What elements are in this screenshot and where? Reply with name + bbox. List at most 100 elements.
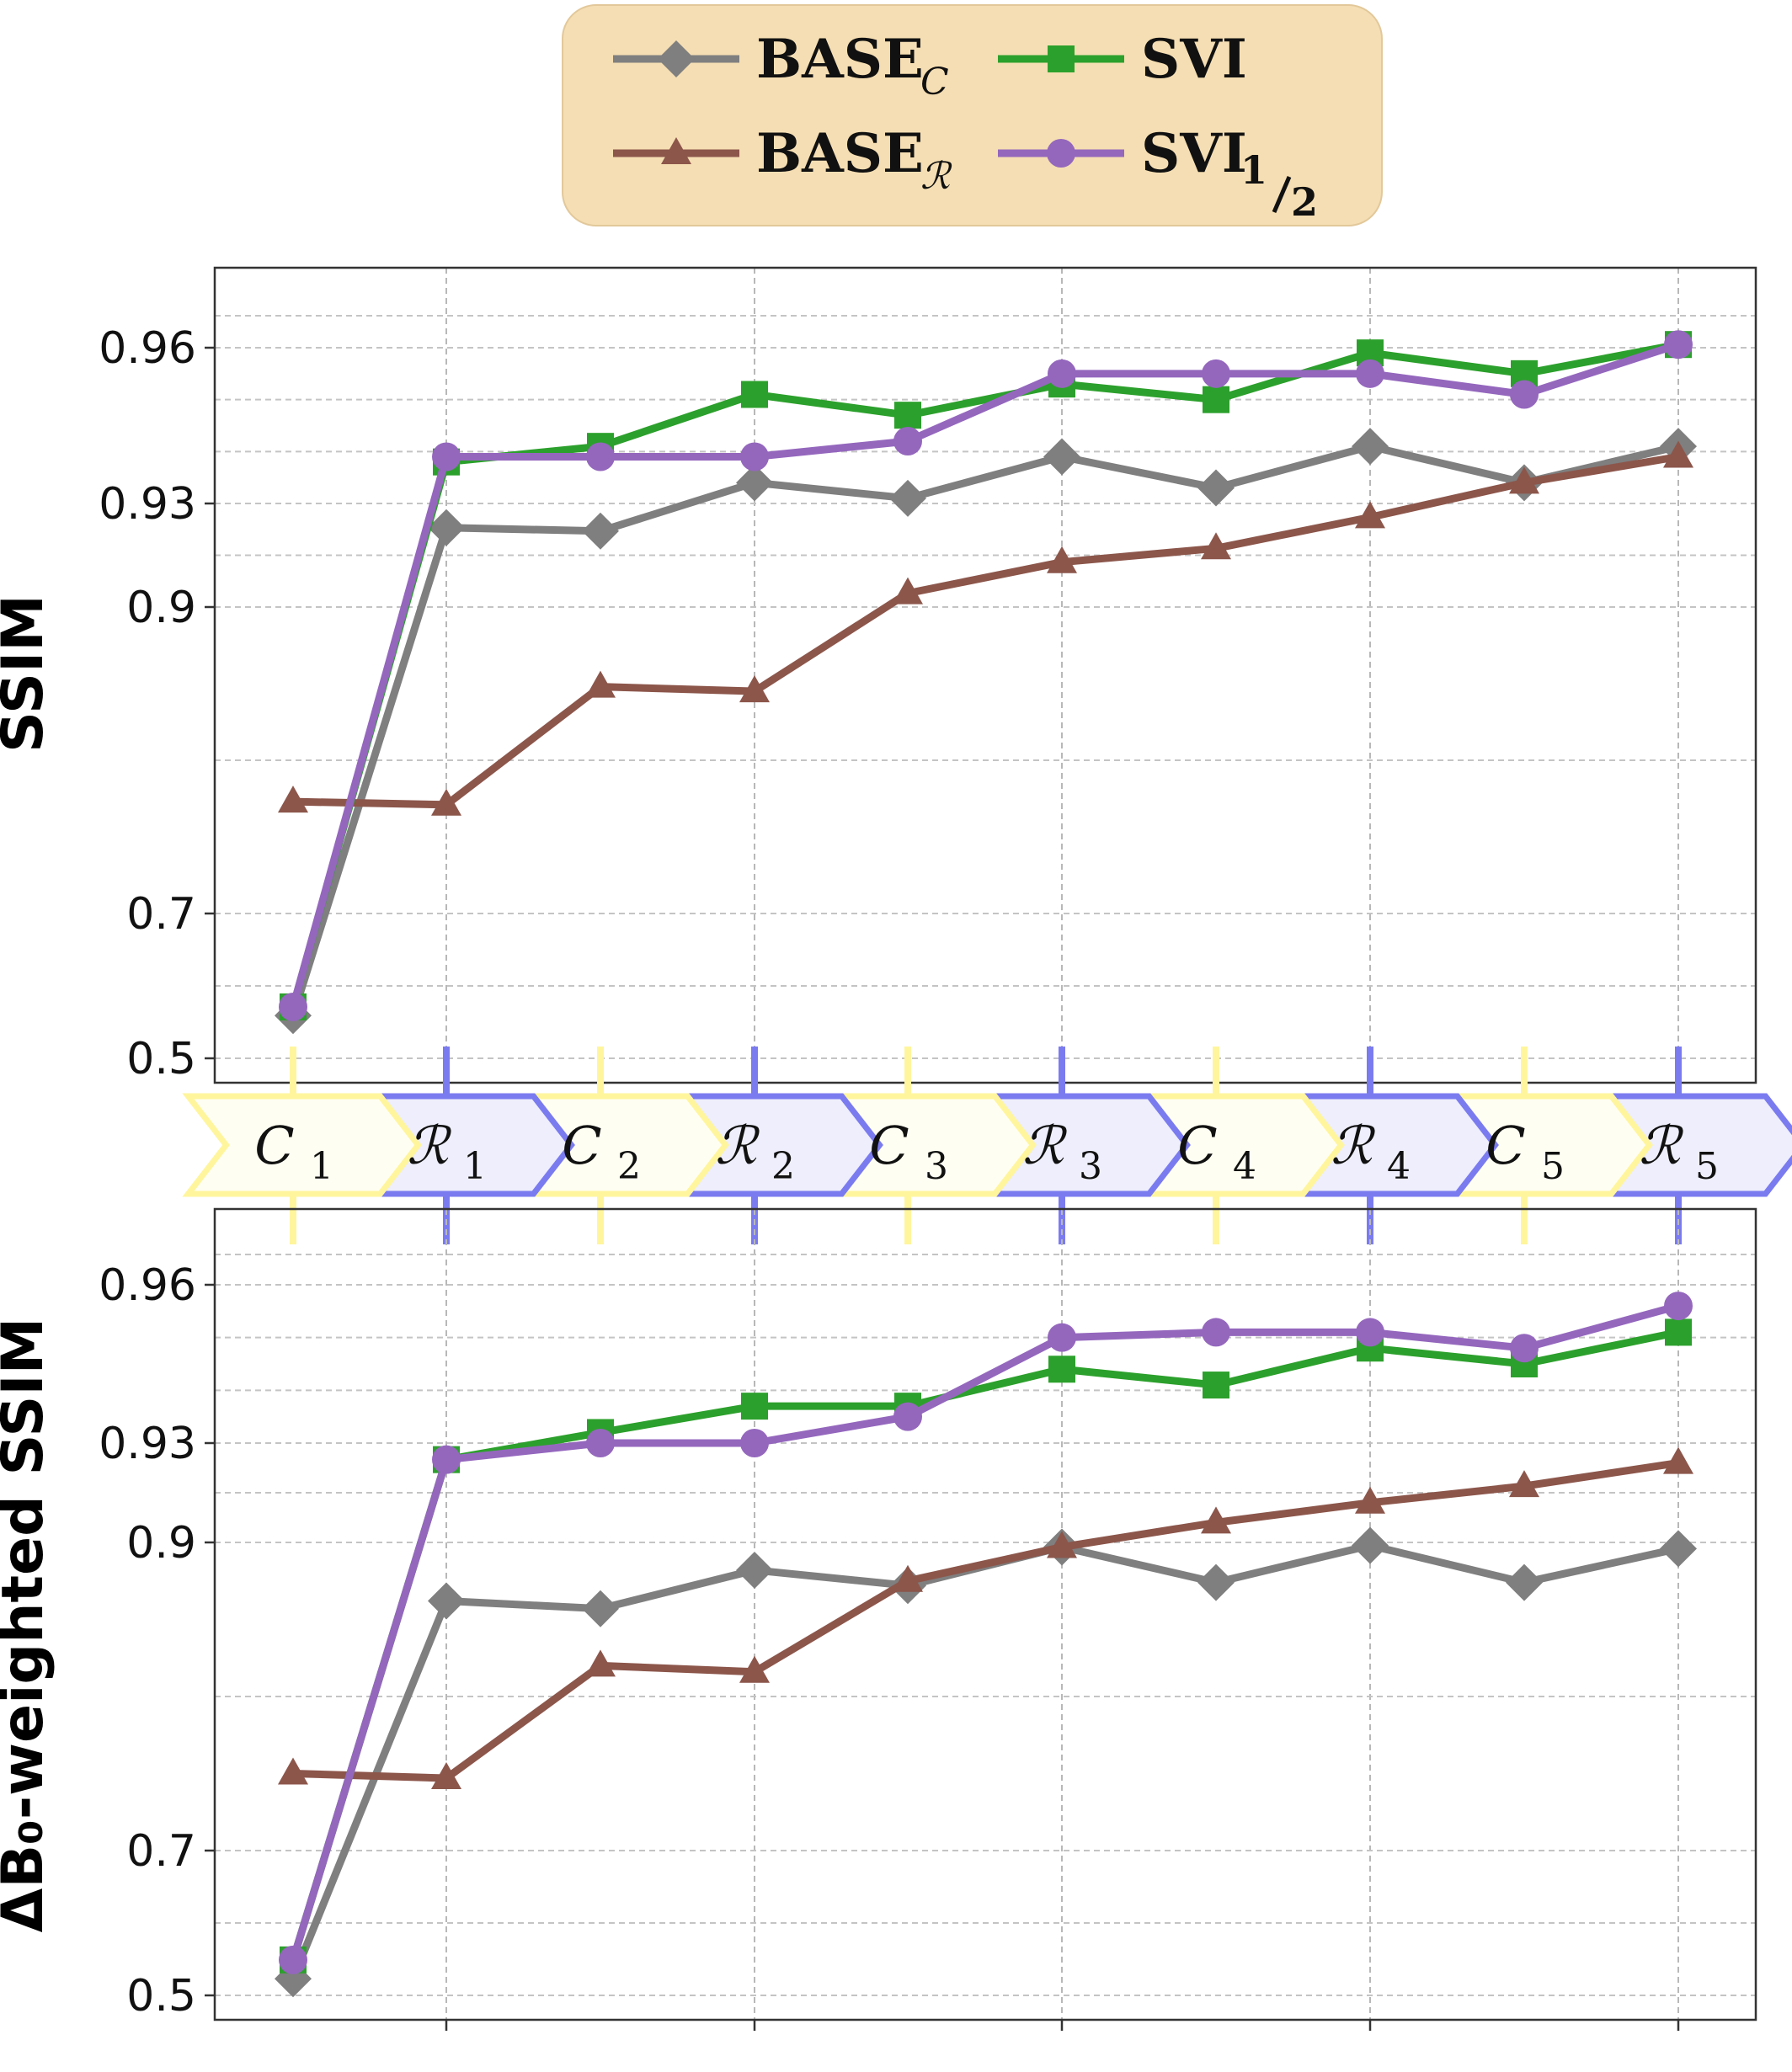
ssim-chart: 0.5 0.7 0.9 0.93 0.96 SSIM <box>0 266 1757 1084</box>
data-point <box>736 464 773 502</box>
data-point <box>1660 1530 1697 1568</box>
y-tick-label: 0.93 <box>99 479 196 530</box>
grid <box>215 268 1756 1083</box>
data-point <box>1048 1356 1075 1383</box>
stage-index: 2 <box>771 1145 795 1188</box>
data-point <box>1352 428 1389 466</box>
stage-letter: C <box>869 1115 909 1176</box>
data-point <box>1202 359 1230 388</box>
data-point <box>585 670 616 698</box>
data-point <box>1509 466 1539 494</box>
series-group <box>275 330 1697 1035</box>
data-point <box>1043 438 1080 476</box>
data-point <box>1203 1372 1229 1399</box>
data-point <box>432 442 461 471</box>
series-line <box>289 1302 1683 1964</box>
data-point <box>1197 1563 1235 1601</box>
plot-frame <box>213 266 1757 1084</box>
data-point <box>741 1393 768 1420</box>
series-line <box>289 1542 1683 1983</box>
data-point <box>1202 1318 1230 1347</box>
series-line <box>289 442 1683 1020</box>
y-tick-label: 0.5 <box>126 1034 196 1084</box>
legend-label: SVI <box>1141 122 1247 185</box>
data-point <box>1510 380 1539 409</box>
data-point <box>736 1551 773 1589</box>
y-axis-label: SSIM <box>0 594 56 753</box>
legend-marker <box>661 137 691 164</box>
stage-index: 2 <box>617 1145 641 1188</box>
data-point <box>1047 546 1077 573</box>
stage-index: 3 <box>1079 1145 1102 1188</box>
data-point <box>1048 359 1076 388</box>
stage-letter: C <box>254 1115 294 1176</box>
data-point <box>432 1445 461 1474</box>
data-point <box>893 1402 922 1431</box>
stage-letter: C <box>1177 1115 1217 1176</box>
legend-subscript: ℛ <box>920 155 952 198</box>
legend-fraction-slash <box>1272 176 1292 213</box>
y-tick-label: 0.7 <box>126 889 196 940</box>
series-line <box>289 340 1683 1011</box>
legend-label: BASE <box>756 28 924 91</box>
data-point <box>1356 359 1384 388</box>
data-point <box>893 427 922 455</box>
stage-index: 1 <box>463 1145 487 1188</box>
data-point <box>1203 386 1229 413</box>
legend-subscript: 1 <box>1240 147 1267 193</box>
data-point <box>1201 1506 1231 1534</box>
data-point <box>1355 1486 1385 1514</box>
data-point <box>1048 1323 1076 1352</box>
data-point <box>893 577 923 605</box>
series-line <box>289 453 1683 809</box>
data-point <box>1665 1318 1692 1346</box>
data-point <box>1047 1531 1077 1558</box>
data-point <box>1509 1470 1539 1498</box>
legend-label: SVI <box>1141 28 1247 91</box>
stage-index: 4 <box>1233 1145 1256 1188</box>
legend-box <box>562 4 1383 226</box>
data-point <box>1663 440 1693 468</box>
stage-index: 3 <box>925 1145 948 1188</box>
stage-letter: ℛ <box>407 1115 452 1176</box>
data-point <box>1663 1446 1693 1474</box>
legend-subscript: C <box>920 61 949 104</box>
data-point <box>741 381 768 408</box>
data-point <box>1356 1318 1384 1347</box>
data-point <box>739 1655 770 1683</box>
data-point <box>1197 469 1235 507</box>
weighted-ssim-chart: 0.5 0.7 0.9 0.93 0.96 ΔB₀-weighted SSIM <box>0 1207 1757 2031</box>
data-point <box>1664 1292 1693 1321</box>
data-point <box>1506 1563 1543 1601</box>
legend-subscript: 2 <box>1291 179 1318 225</box>
y-tick-label: 0.9 <box>126 583 196 633</box>
data-point <box>894 402 921 429</box>
series-line <box>289 340 1683 1011</box>
y-tick-label: 0.9 <box>126 1518 196 1569</box>
data-point <box>278 786 308 813</box>
data-point <box>1201 532 1231 560</box>
data-point <box>1352 1526 1389 1564</box>
series-line <box>289 1459 1683 1782</box>
y-tick-label: 0.5 <box>126 1971 196 2021</box>
data-point <box>428 1582 465 1620</box>
series-group <box>275 1292 1697 1998</box>
stage-letter: ℛ <box>1022 1115 1068 1176</box>
data-point <box>586 442 615 471</box>
data-point <box>1355 501 1385 529</box>
data-point <box>889 479 926 517</box>
stage-index: 1 <box>310 1145 333 1188</box>
data-point <box>278 1757 308 1785</box>
stage-letter: ℛ <box>1331 1115 1376 1176</box>
legend-marker <box>1047 139 1075 168</box>
data-point <box>279 1945 307 1974</box>
stage-letter: ℛ <box>715 1115 760 1176</box>
data-point <box>279 992 307 1021</box>
data-point <box>1664 330 1693 360</box>
series-line <box>289 1328 1683 1964</box>
data-point <box>586 1429 615 1457</box>
stage-letter: C <box>562 1115 601 1176</box>
